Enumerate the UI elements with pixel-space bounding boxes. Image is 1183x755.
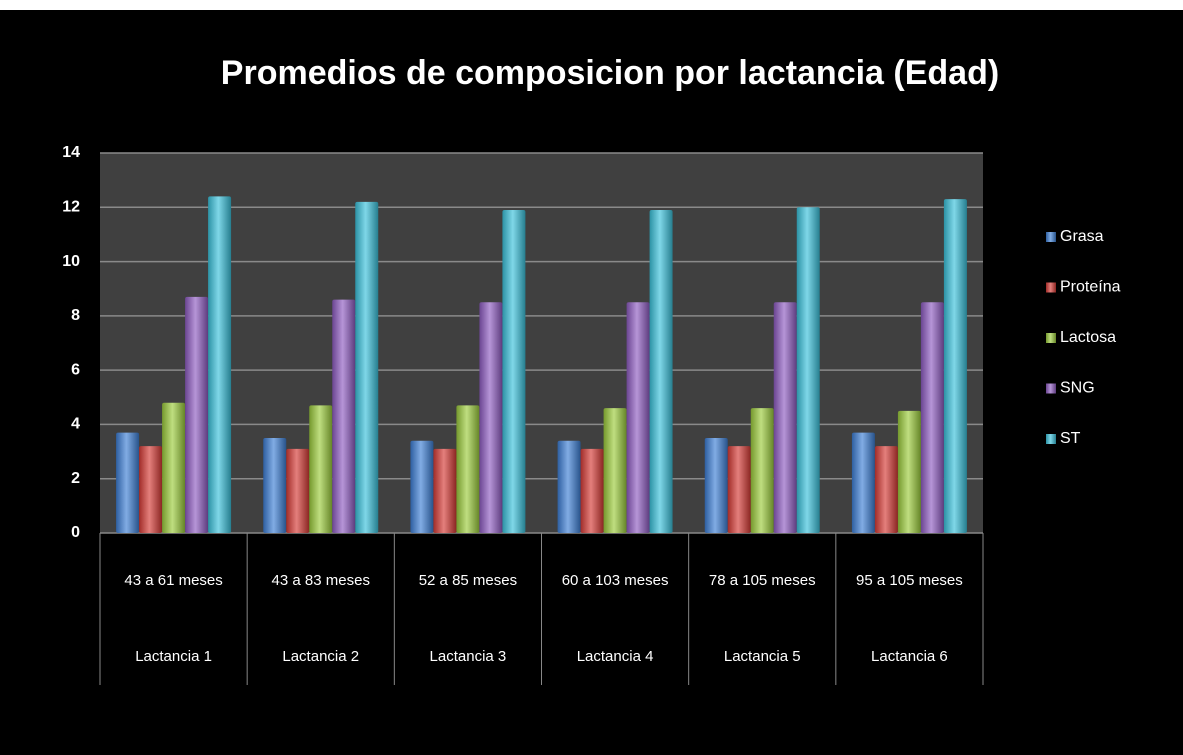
x-group-label: Lactancia 4 [577,648,654,665]
plot-area [100,153,983,533]
y-tick-label: 10 [62,253,80,270]
y-tick-label: 14 [62,144,80,161]
bar [750,408,774,533]
y-tick-label: 4 [71,416,80,433]
y-tick-label: 2 [71,470,80,487]
bar [456,405,480,533]
x-tick-label: 95 a 105 meses [856,572,963,589]
x-tick-label: 78 a 105 meses [709,572,816,589]
bar [286,448,310,533]
bar [162,402,186,533]
bar [920,302,944,533]
bar [332,299,356,533]
y-tick-label: 12 [62,199,80,216]
bar [943,199,967,533]
legend-swatch [1046,232,1056,242]
bar [851,432,875,533]
bar [649,210,673,533]
bar [603,408,627,533]
x-group-label: Lactancia 2 [282,648,359,665]
legend-label: Proteína [1060,279,1121,296]
x-tick-label: 52 a 85 meses [419,572,517,589]
bar [704,438,728,533]
bar [479,302,503,533]
y-tick-label: 6 [71,361,80,378]
bar [185,296,209,533]
bar [116,432,140,533]
chart-title: Promedios de composicion por lactancia (… [221,54,999,92]
bar [502,210,526,533]
bar [874,446,898,533]
bar [727,446,751,533]
x-group-label: Lactancia 1 [135,648,212,665]
bar [626,302,650,533]
bar [208,196,232,533]
y-tick-label: 0 [71,524,80,541]
x-group-label: Lactancia 5 [724,648,801,665]
x-tick-label: 43 a 83 meses [272,572,370,589]
legend-label: Lactosa [1060,329,1116,346]
y-tick-label: 8 [71,307,80,324]
legend-swatch [1046,333,1056,343]
legend-swatch [1046,282,1056,293]
legend-label: Grasa [1060,228,1104,245]
legend-label: SNG [1060,380,1095,397]
x-group-label: Lactancia 6 [871,648,948,665]
bar [410,440,434,533]
legend-label: ST [1060,430,1081,447]
bar [897,410,921,533]
bar [309,405,333,533]
legend-swatch [1046,434,1056,444]
bar [139,446,163,533]
legend-swatch [1046,383,1056,394]
x-group-label: Lactancia 3 [430,648,507,665]
bar [355,201,379,533]
bar [796,207,820,534]
bar [263,438,287,533]
bar [557,440,581,533]
bar [433,448,457,533]
x-tick-label: 43 a 61 meses [124,572,222,589]
bar [773,302,797,533]
bar [580,448,604,533]
x-tick-label: 60 a 103 meses [562,572,669,589]
